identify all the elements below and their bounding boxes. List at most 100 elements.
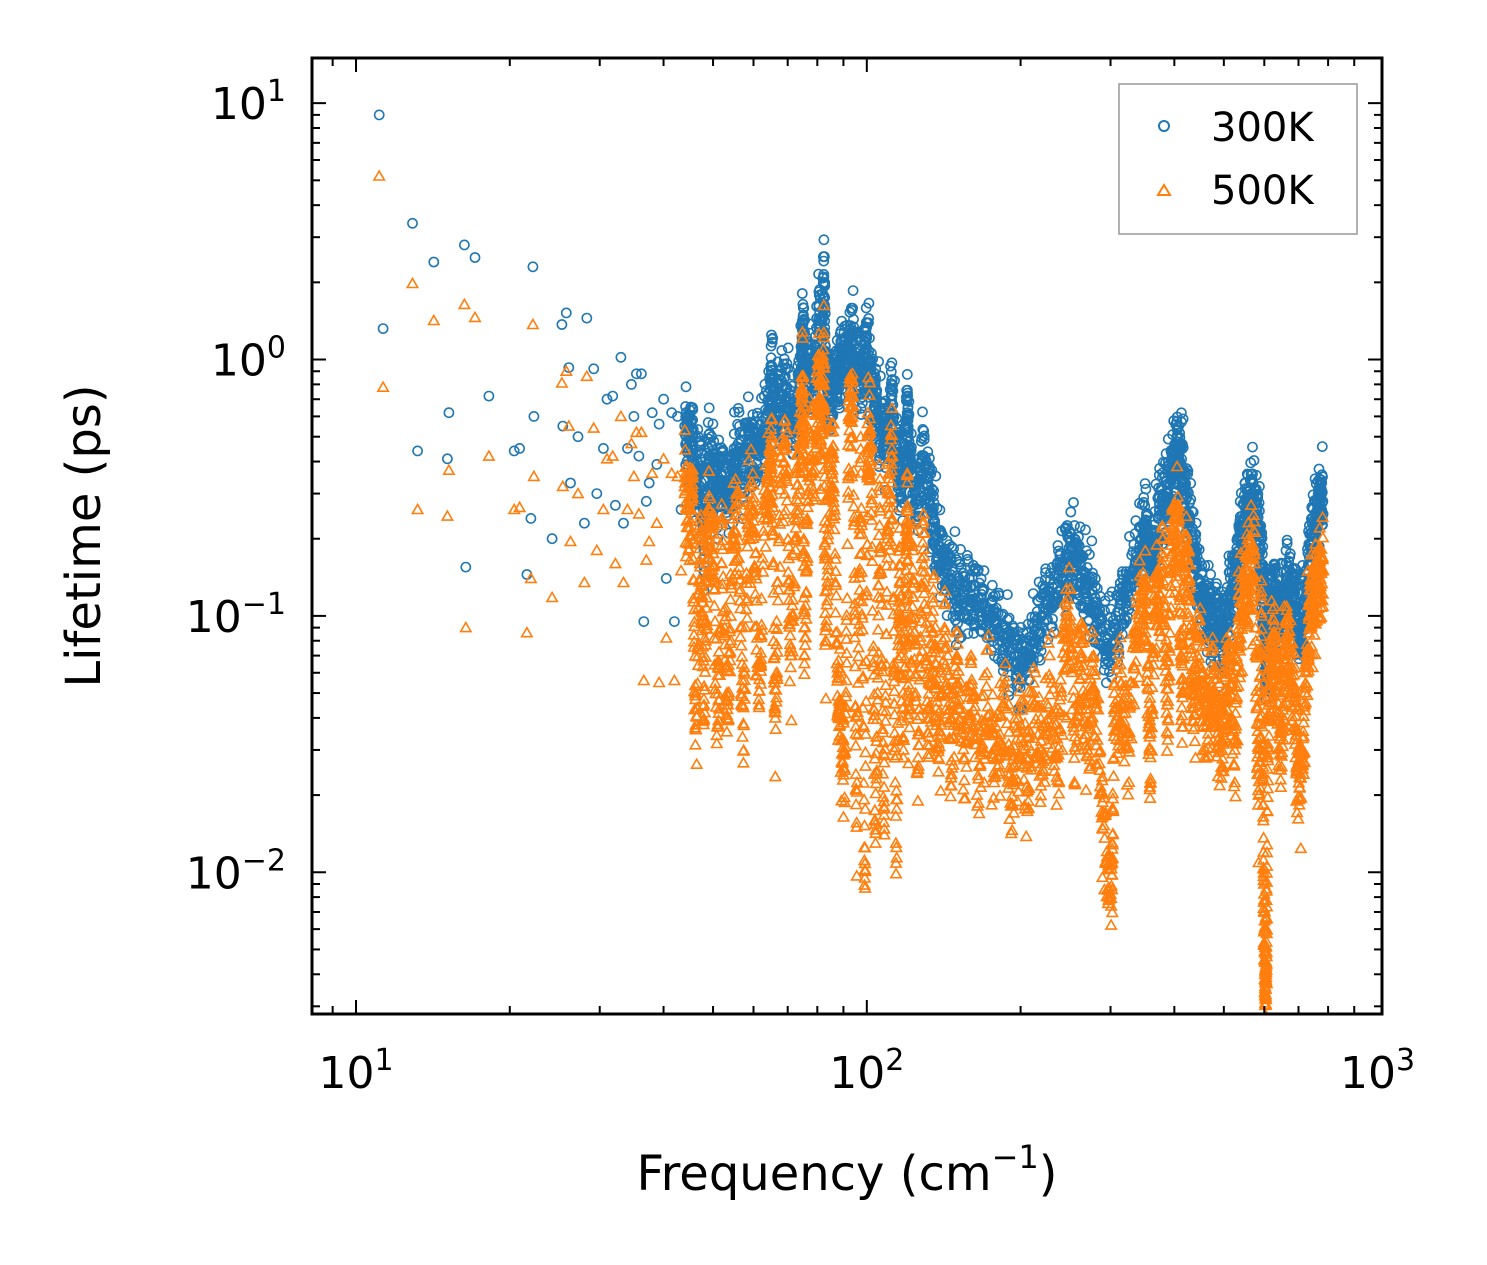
point-300K: [887, 385, 899, 397]
point-300K: [732, 402, 744, 414]
point-300K: [618, 517, 629, 529]
point-300K: [1117, 617, 1129, 629]
point-300K: [965, 590, 977, 601]
point-300K: [918, 430, 930, 442]
point-300K: [660, 573, 672, 584]
point-300K: [975, 573, 987, 584]
point-300K: [636, 368, 647, 380]
point-300K: [1081, 581, 1093, 593]
point-300K: [1000, 621, 1012, 633]
point-300K: [1117, 569, 1128, 581]
point-300K: [1250, 469, 1262, 481]
point-300K: [1033, 652, 1044, 663]
point-300K: [955, 544, 966, 555]
point-300K: [702, 417, 714, 428]
point-300K: [717, 444, 729, 456]
point-300K: [818, 271, 830, 283]
point-300K: [1052, 540, 1064, 551]
point-300K: [1124, 531, 1135, 542]
point-300K: [377, 323, 389, 334]
point-300K: [986, 579, 998, 591]
point-300K: [1316, 477, 1328, 489]
point-300K: [959, 571, 971, 582]
point-300K: [1139, 478, 1151, 489]
point-300K: [776, 374, 787, 386]
point-300K: [878, 435, 890, 447]
point-300K: [834, 402, 845, 414]
point-300K: [887, 379, 898, 391]
point-300K: [928, 485, 939, 497]
point-300K: [1166, 470, 1177, 482]
point-300K: [560, 307, 572, 319]
point-300K: [1281, 534, 1293, 546]
point-300K: [925, 468, 937, 480]
point-300K: [1024, 635, 1036, 647]
point-300K: [588, 363, 600, 375]
point-300K: [1115, 599, 1127, 611]
point-300K: [1199, 560, 1211, 572]
point-300K: [1083, 578, 1095, 590]
point-300K: [672, 410, 683, 422]
point-300K: [687, 414, 698, 426]
point-300K: [859, 331, 871, 343]
point-300K: [973, 599, 985, 611]
point-300K: [907, 460, 919, 472]
point-300K: [764, 400, 776, 412]
point-300K: [895, 490, 907, 502]
point-300K: [1036, 610, 1048, 622]
point-300K: [981, 610, 993, 622]
point-300K: [934, 504, 946, 516]
point-300K: [875, 370, 886, 382]
point-300K: [687, 404, 699, 415]
point-300K: [428, 256, 440, 268]
point-300K: [527, 261, 539, 273]
point-300K: [742, 391, 754, 403]
series-300K: [373, 109, 1329, 715]
point-300K: [874, 420, 886, 432]
point-300K: [1075, 565, 1087, 577]
point-300K: [1152, 513, 1164, 524]
point-300K: [1094, 622, 1106, 633]
point-300K: [743, 426, 754, 438]
point-300K: [525, 513, 537, 524]
point-300K: [737, 461, 749, 473]
point-300K: [598, 442, 609, 454]
point-300K: [989, 616, 1001, 627]
point-300K: [924, 452, 935, 464]
point-300K: [469, 252, 481, 263]
point-300K: [798, 309, 809, 321]
point-300K: [935, 526, 947, 538]
point-300K: [886, 390, 898, 402]
point-300K: [1176, 407, 1187, 419]
point-300K: [1251, 490, 1262, 502]
point-300K: [902, 390, 913, 402]
point-300K: [834, 391, 846, 403]
point-300K: [862, 348, 874, 360]
point-300K: [932, 545, 944, 556]
point-300K: [1047, 613, 1058, 625]
point-300K: [703, 442, 714, 454]
point-300K: [1176, 453, 1187, 465]
point-300K: [643, 477, 655, 489]
point-300K: [1002, 589, 1013, 600]
point-300K: [1088, 599, 1099, 611]
point-300K: [1316, 441, 1328, 452]
point-300K: [1089, 573, 1101, 585]
point-300K: [728, 428, 740, 440]
point-300K: [903, 396, 915, 407]
point-300K: [581, 312, 593, 324]
point-300K: [923, 488, 934, 499]
point-300K: [640, 495, 652, 507]
point-300K: [1068, 497, 1079, 508]
point-300K: [847, 285, 859, 296]
point-300K: [904, 444, 915, 456]
point-300K: [1108, 622, 1120, 633]
point-300K: [626, 378, 637, 390]
point-300K: [891, 412, 903, 424]
point-300K: [819, 277, 830, 289]
point-300K: [458, 239, 470, 251]
point-300K: [939, 565, 950, 577]
point-300K: [1071, 537, 1083, 549]
point-300K: [1185, 477, 1197, 489]
